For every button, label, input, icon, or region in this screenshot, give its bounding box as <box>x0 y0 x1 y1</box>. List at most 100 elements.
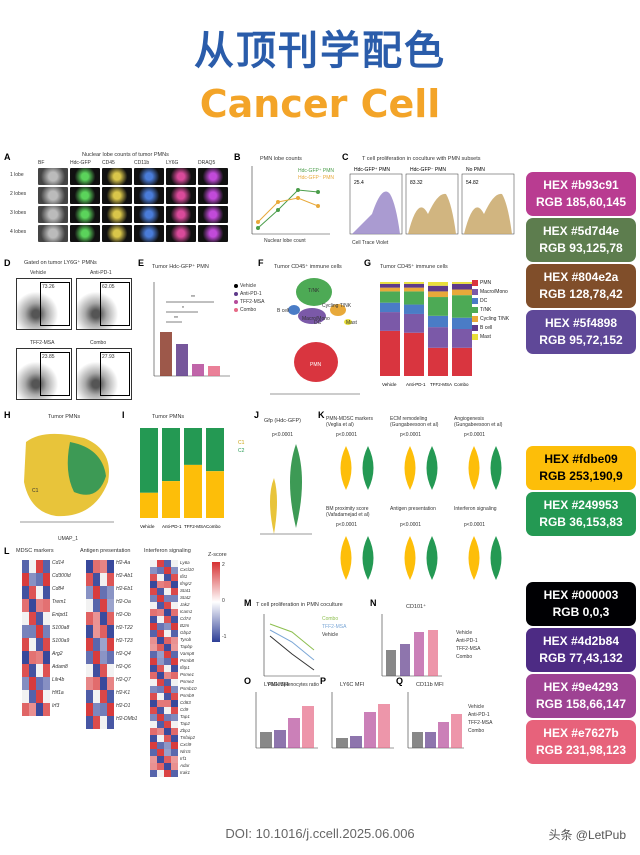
panel-e-label: E <box>138 258 145 268</box>
panel-l-heatmap-cell <box>86 586 93 599</box>
panel-l-heatmap-cell <box>100 599 107 612</box>
panel-l-heatmap-cell <box>157 609 164 616</box>
panel-g-bar-segment <box>452 295 472 318</box>
panel-l-gene-label: Cd83 <box>180 700 191 705</box>
panel-a-image-cell <box>134 187 164 204</box>
panel-g-bar-segment <box>380 282 400 284</box>
panel-l-heatmap-cell <box>36 560 43 573</box>
swatch-rgb-label: RGB 0,0,3 <box>552 605 610 619</box>
panel-l-heatmap-cell <box>164 770 171 777</box>
swatch-hex-label: HEX #b93c91 <box>543 178 619 192</box>
panel-g-bar-segment <box>380 302 400 313</box>
panel-e-bar-chart <box>153 282 238 377</box>
panel-p-label: P <box>320 676 327 686</box>
panel-l-heatmap-cell <box>100 664 107 677</box>
panel-l-heatmap-cell <box>36 677 43 690</box>
panel-l-gene-label: Irf1 <box>180 756 187 761</box>
panel-l-heatmap-cell <box>164 763 171 770</box>
panel-i-group-label: Anti-PD-1 <box>162 524 182 529</box>
panel-l-heatmap-cell <box>100 677 107 690</box>
panel-l-heatmap-cell <box>150 651 157 658</box>
panel-l-heatmap-cell <box>157 630 164 637</box>
panel-l-gene-label: Psme2 <box>180 679 195 684</box>
panel-l-heatmap-cell <box>171 728 178 735</box>
panel-g-legend-item: Macro/Mono <box>472 287 509 296</box>
panel-l-gene-label: H2-Q6 <box>116 664 131 670</box>
panel-l-heatmap-cell <box>157 637 164 644</box>
swatch-hex-label: HEX #fdbe09 <box>544 452 618 466</box>
panel-l-heatmap-cell <box>150 623 157 630</box>
panel-l-heatmap-cell <box>164 756 171 763</box>
panel-l-gene-label: H2-D1 <box>116 703 131 709</box>
panel-l-heatmap-cell <box>164 700 171 707</box>
panel-l-heatmap-cell <box>150 679 157 686</box>
panel-l-heatmap-cell <box>164 560 171 567</box>
panel-l-heatmap-cell <box>157 728 164 735</box>
panel-l-heatmap-cell <box>171 707 178 714</box>
panel-l-heatmap-cell <box>164 728 171 735</box>
panel-l-heatmap-cell <box>164 595 171 602</box>
panel-g-legend: PMN Macro/Mono DC T/NK Cycling T/NK B cell Mas… <box>472 278 509 341</box>
swatch-rgb-label: RGB 93,125,78 <box>539 241 623 255</box>
panel-l-heatmap-cell <box>29 573 36 586</box>
panel-l-heatmap-cell <box>150 714 157 721</box>
panel-l-heatmap-cell <box>107 690 114 703</box>
panel-i-bar-segment <box>140 492 158 518</box>
panel-l-gene-label: Zbp1 <box>180 728 191 733</box>
panel-l-heatmap-cell <box>100 573 107 586</box>
panel-l-heatmap-cell <box>157 735 164 742</box>
panel-l-gene-label: Ifngr2 <box>180 581 192 586</box>
panel-l-heatmap-cell <box>164 749 171 756</box>
panel-l-heatmap-cell <box>164 616 171 623</box>
panel-g-bar-segment <box>404 304 424 314</box>
panel-l-heatmap-cell <box>107 560 114 573</box>
panel-d-gate <box>40 352 70 396</box>
panel-i-stacked-bars: Vehicle Anti-PD-1 TFF2-MSA Combo <box>140 428 224 529</box>
panel-l-heatmap-cell <box>164 707 171 714</box>
panel-g-legend-swatch <box>472 324 478 331</box>
panel-d-flow-plot <box>16 278 72 330</box>
panel-l-heatmap-cell <box>86 638 93 651</box>
panel-l-heatmap-cell <box>157 581 164 588</box>
panel-l-heatmap-cell <box>22 703 29 716</box>
panel-l-heatmap-cell <box>22 599 29 612</box>
panel-g-legend-swatch <box>472 333 478 340</box>
panel-k-violin <box>490 536 502 580</box>
panel-l-heatmap-cell <box>164 735 171 742</box>
panel-a-microscopy-grid: BF Hdc-GFP CD45 CD11b LY6G DRAQ5 1 lobe 2 lobes… <box>10 160 232 248</box>
panel-l-heatmap-cell <box>157 567 164 574</box>
panel-l-heatmap-cell <box>22 664 29 677</box>
panel-l-heatmap-cell <box>36 690 43 703</box>
panel-e-title: Tumor Hdc-GFP⁺ PMN <box>152 264 209 270</box>
swatch-hex-label: HEX #000003 <box>543 588 619 602</box>
panel-l-heatmap-cell <box>36 638 43 651</box>
panel-d-label: D <box>4 258 11 268</box>
panel-l-heatmap-cell <box>171 567 178 574</box>
panel-f-cluster-pmn: PMN <box>310 362 322 368</box>
panel-g-label: G <box>364 258 372 268</box>
panel-h-label: H <box>4 410 11 420</box>
panel-l-heatmap-cell <box>150 742 157 749</box>
panel-m-title: T cell proliferation in PMN coculture <box>256 602 343 608</box>
panel-l-heatmap-cell <box>171 602 178 609</box>
panel-l-heatmap-cell <box>29 690 36 703</box>
swatch-hex-label: HEX #e7627b <box>543 726 619 740</box>
panel-l-heatmap-cell <box>150 721 157 728</box>
swatch-hex-label: HEX #4d2b84 <box>542 634 620 648</box>
panel-l-gene-label: Stat1 <box>180 588 191 593</box>
panel-l-heatmap-cell <box>171 595 178 602</box>
panel-l-heatmap-cell <box>29 664 36 677</box>
panel-g-bar-segment <box>380 291 400 303</box>
panel-m-line-chart <box>263 614 320 677</box>
panel-q-title: CD11b MFI <box>416 682 444 688</box>
panel-k-pvalue: p<0.0001 <box>400 522 421 528</box>
panel-l-heatmap-cell <box>157 616 164 623</box>
panel-d-group-label: Vehicle <box>30 270 47 276</box>
panel-q-legend-3: TFF2-MSA <box>468 720 493 726</box>
panel-l-gene-label: B2m <box>180 623 190 628</box>
panel-c-xlabel: Cell Trace Violet <box>352 240 389 246</box>
panel-a-label: A <box>4 152 11 162</box>
panel-l-heatmap-cell <box>164 679 171 686</box>
panel-b-xlabel: Nuclear lobe count <box>264 238 306 244</box>
panel-l-gene-label: S100a8 <box>52 625 70 631</box>
